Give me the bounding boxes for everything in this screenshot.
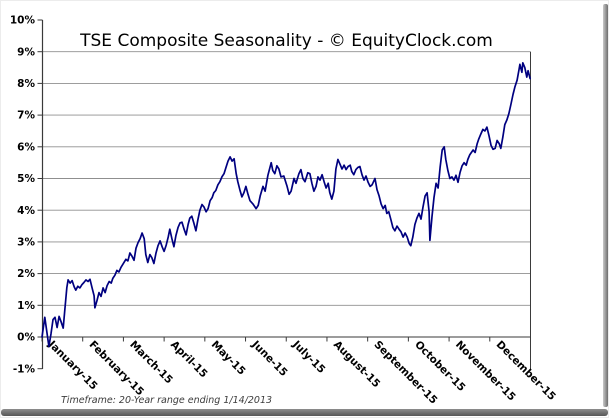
y-tick-label: 6% [17, 141, 35, 153]
frame-shadow-right [603, 4, 608, 407]
series-line [41, 61, 531, 348]
x-month-label: June-15 [249, 338, 290, 379]
chart-footnote: Timeframe: 20-Year range ending 1/14/201… [61, 395, 273, 406]
y-tick-label: 1% [17, 300, 35, 312]
x-month-label: May-15 [209, 339, 248, 378]
x-month-label: July-15 [289, 338, 327, 376]
frame-shadow-bottom [1, 409, 608, 416]
y-tick-label: 7% [17, 110, 35, 122]
y-tick-label: 8% [17, 78, 35, 90]
y-tick-label: 2% [17, 268, 35, 280]
y-tick-label: 9% [17, 46, 35, 58]
y-tick-label: 5% [17, 173, 35, 185]
y-tick-label: -1% [13, 363, 36, 375]
y-tick-label: 4% [17, 205, 35, 217]
y-tick-label: 10% [10, 15, 36, 27]
y-tick-label: 0% [17, 332, 35, 344]
chart-title: TSE Composite Seasonality - © EquityCloc… [80, 31, 493, 51]
x-month-label: April-15 [168, 339, 210, 381]
y-tick-label: 3% [17, 237, 35, 249]
